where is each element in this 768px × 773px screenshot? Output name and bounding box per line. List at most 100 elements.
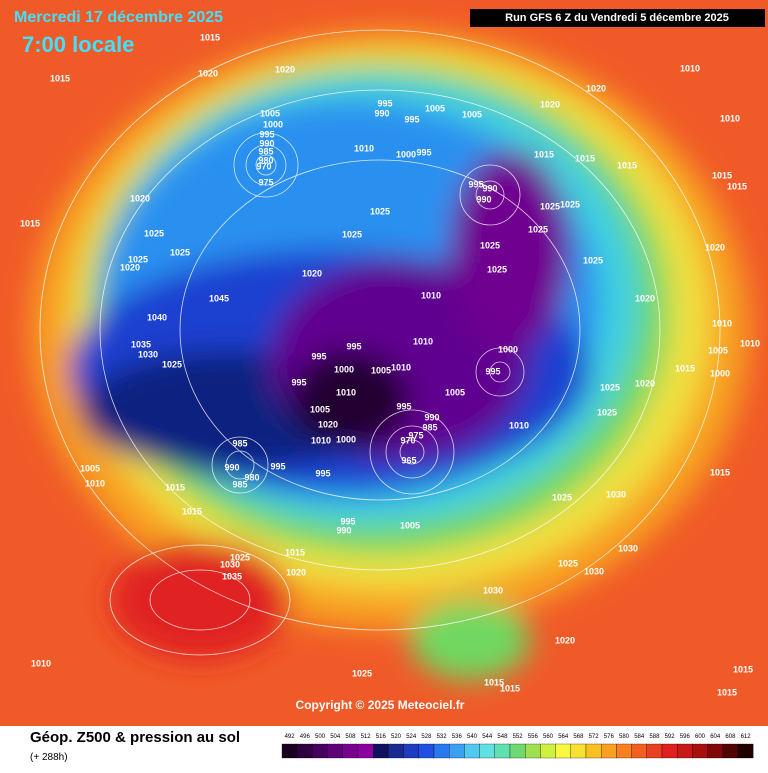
- isobar-label: 1015: [727, 181, 747, 191]
- isobar-label: 1010: [31, 658, 51, 668]
- scale-label: 524: [406, 734, 417, 740]
- isobar-label: 1010: [680, 63, 700, 73]
- scale-swatch: [281, 743, 298, 759]
- isobar-label: 995: [315, 468, 330, 478]
- isobar-label: 1020: [302, 268, 322, 278]
- isobar-label: 1025: [128, 254, 148, 264]
- isobar-label: 1020: [635, 293, 655, 303]
- scale-swatch: [722, 743, 739, 759]
- isobar-label: 1035: [131, 339, 151, 349]
- isobar-label: 990: [259, 138, 274, 148]
- isobar-label: 1025: [370, 206, 390, 216]
- scale-swatch: [692, 743, 708, 759]
- isobar-label: 1025: [583, 255, 603, 265]
- isobar-label: 1030: [483, 585, 503, 595]
- copyright: Copyright © 2025 Meteociel.fr: [296, 698, 465, 712]
- isobar-label: 1025: [487, 264, 507, 274]
- isobar-label: 1020: [318, 419, 338, 429]
- scale-swatch: [327, 743, 343, 759]
- scale-label: 504: [330, 734, 341, 740]
- isobar-label: 1025: [558, 558, 578, 568]
- isobar-label: 1010: [740, 338, 760, 348]
- scale-label: 536: [452, 734, 463, 740]
- scale-label: 512: [361, 734, 372, 740]
- isobar-label: 1000: [710, 368, 730, 378]
- isobar-label: 1020: [120, 262, 140, 272]
- scale-swatch: [479, 743, 495, 759]
- scale-swatch: [631, 743, 647, 759]
- isobar-label: 1015: [712, 170, 732, 180]
- scale-label: 496: [300, 734, 311, 740]
- scale-swatch: [494, 743, 511, 759]
- scale-label: 500: [315, 734, 326, 740]
- isobar-label: 995: [291, 377, 306, 387]
- scale-swatch: [449, 743, 465, 759]
- scale-label: 552: [513, 734, 524, 740]
- scale-swatch: [616, 743, 632, 759]
- isobar-label: 1025: [144, 228, 164, 238]
- isobar-label: 1040: [147, 312, 167, 322]
- isobar-label: 1030: [606, 489, 626, 499]
- isobar-label: 1010: [720, 113, 740, 123]
- isobar-label: 970: [400, 435, 415, 445]
- scale-swatch: [403, 743, 419, 759]
- scale-label: 516: [376, 734, 387, 740]
- color-scale: 492 496 500 504 508 512 516 520 524 528 532 536 540 5…: [281, 734, 754, 759]
- scale-label: 508: [345, 734, 356, 740]
- isobar-label: 1000: [498, 344, 518, 354]
- isobar-label: 1010: [413, 336, 433, 346]
- isobar-label: 1015: [617, 160, 637, 170]
- isobar-label: 1015: [500, 683, 520, 693]
- scale-label: 564: [558, 734, 569, 740]
- isobar-label: 1030: [138, 349, 158, 359]
- scale-swatch: [585, 743, 602, 759]
- legend-caption: Géop. Z500 & pression au sol: [30, 729, 240, 746]
- isobar-label: 980: [258, 155, 273, 165]
- isobar-label: 1025: [600, 382, 620, 392]
- isobar-label: 995: [396, 401, 411, 411]
- isobar-label: 1005: [400, 520, 420, 530]
- isobar-label: 995: [377, 98, 392, 108]
- scale-label: 528: [421, 734, 432, 740]
- isobar-label: 1020: [555, 635, 575, 645]
- scale-swatch: [661, 743, 678, 759]
- isobar-label: 1005: [708, 345, 728, 355]
- scale-swatch: [464, 743, 480, 759]
- isobar-label: 1015: [285, 547, 305, 557]
- isobar-label: 1025: [162, 359, 182, 369]
- scale-swatch: [433, 743, 450, 759]
- isobar-label: 1025: [540, 201, 560, 211]
- isobar-label: 1020: [275, 64, 295, 74]
- isobar-label: 985: [232, 479, 247, 489]
- isobar-label: 1020: [130, 193, 150, 203]
- isobar-label: 990: [424, 412, 439, 422]
- scale-swatch: [342, 743, 359, 759]
- isobar-label: 1010: [311, 435, 331, 445]
- scale-label: 584: [634, 734, 645, 740]
- isobar-label: 995: [270, 461, 285, 471]
- scale-swatch: [737, 743, 754, 759]
- isobar-label: 1015: [484, 677, 504, 687]
- scale-swatch: [601, 743, 617, 759]
- isobar-label: 1010: [336, 387, 356, 397]
- isobar-label: 990: [224, 462, 239, 472]
- isobar-label: 1010: [354, 143, 374, 153]
- scale-label: 612: [741, 734, 752, 740]
- isobar-label: 995: [311, 351, 326, 361]
- isobar-label: 990: [374, 108, 389, 118]
- scale-swatch: [570, 743, 587, 759]
- isobar-label: 1025: [230, 552, 250, 562]
- scale-label: 532: [437, 734, 448, 740]
- isobar-label: 1005: [445, 387, 465, 397]
- scale-swatch: [312, 743, 328, 759]
- isobar-label: 1030: [220, 559, 240, 569]
- isobar-label: 1000: [336, 434, 356, 444]
- isobar-label: 1025: [352, 668, 372, 678]
- isobar-label: 985: [258, 146, 273, 156]
- isobar-label: 1035: [222, 571, 242, 581]
- isobar-label: 995: [468, 179, 483, 189]
- scale-label: 492: [285, 734, 296, 740]
- isobar-label: 1020: [635, 378, 655, 388]
- scale-label: 604: [710, 734, 721, 740]
